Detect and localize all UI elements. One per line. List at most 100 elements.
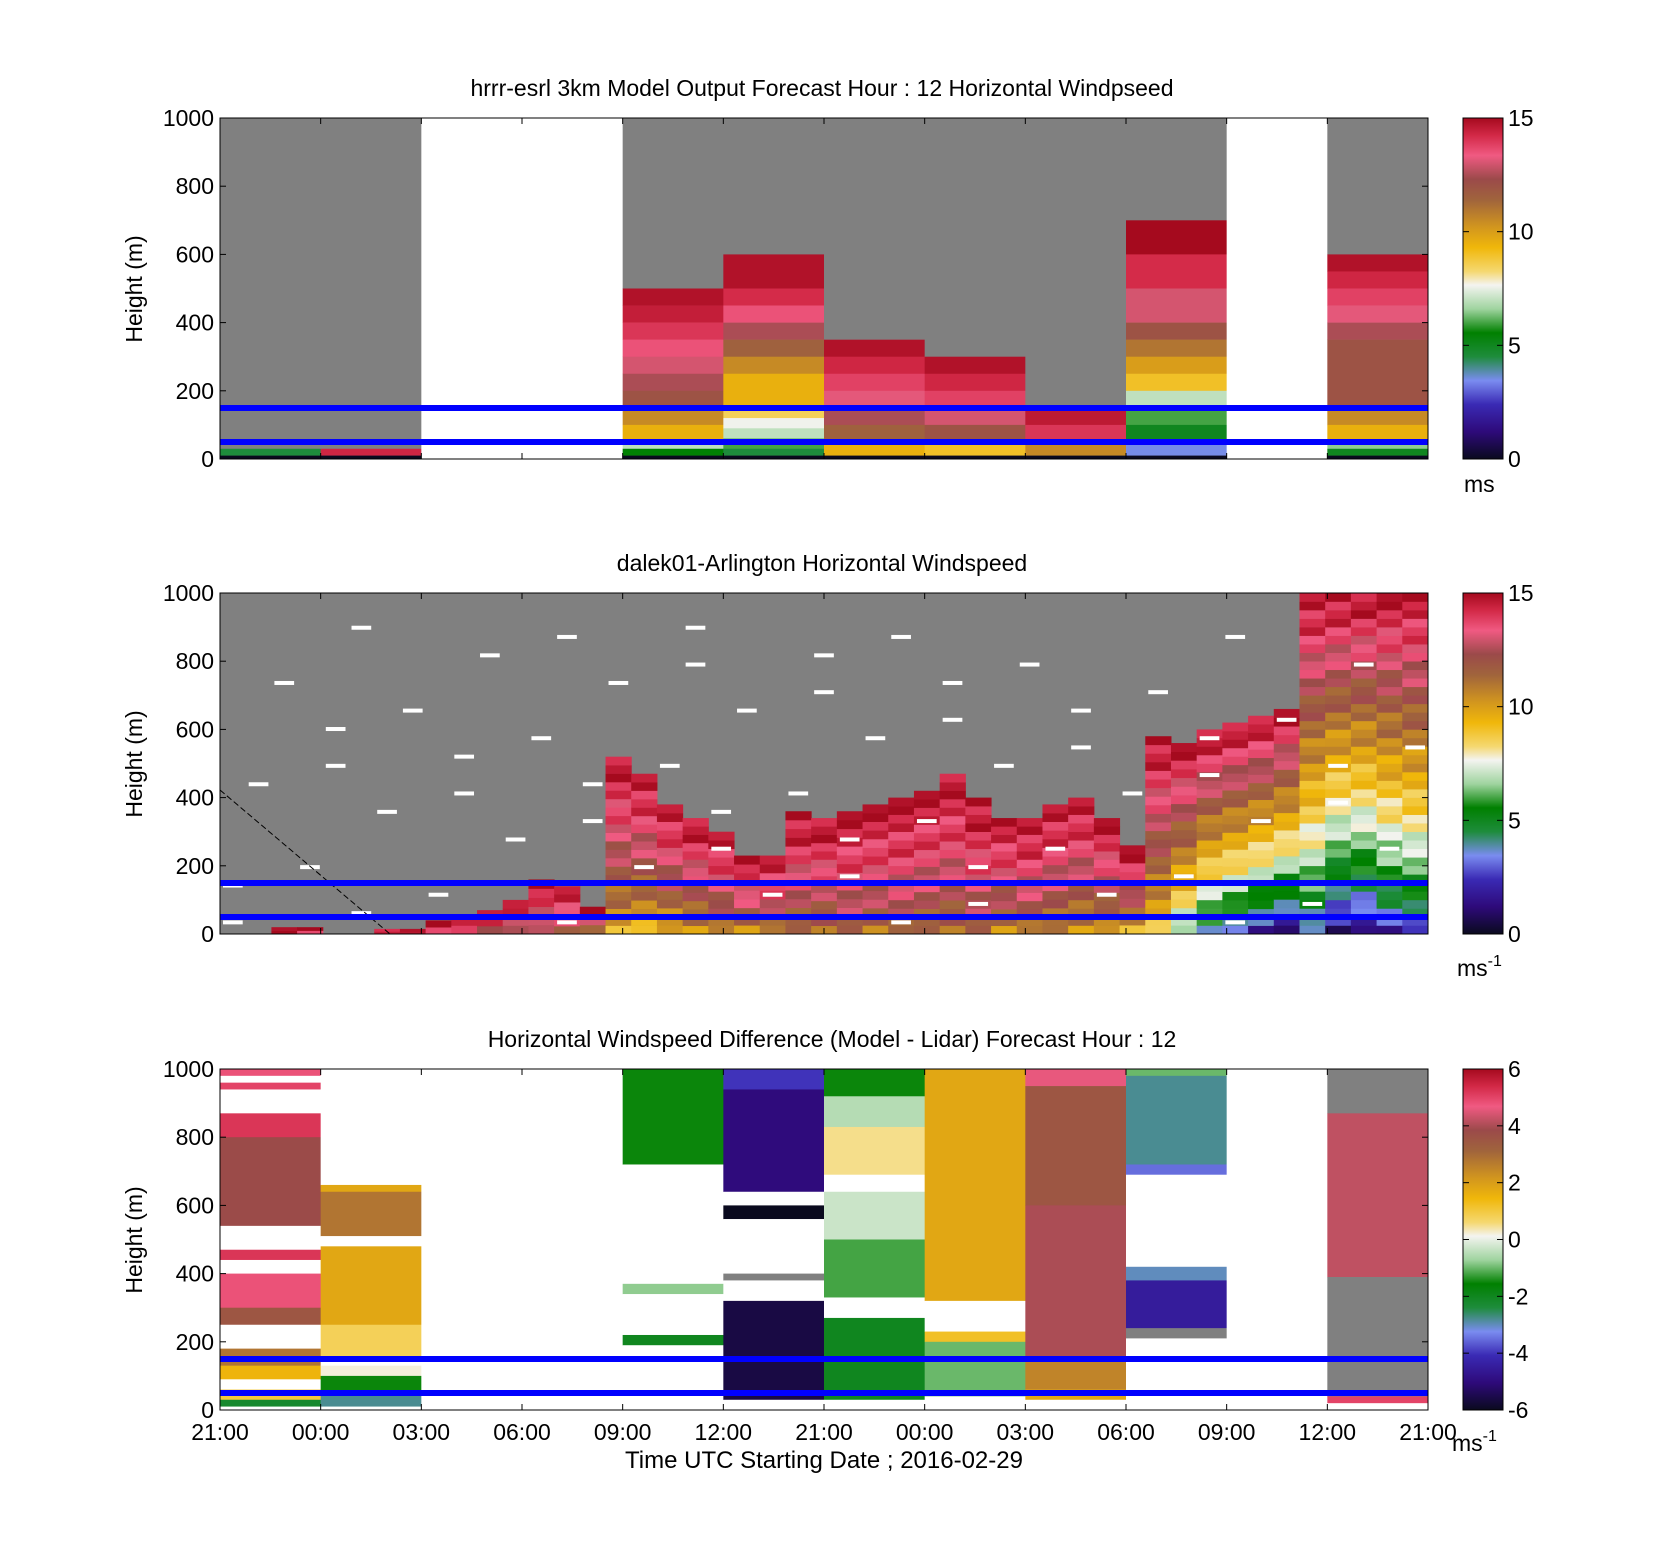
heatmap-cell [320,1236,422,1247]
heatmap-cell [924,455,1026,460]
heatmap-cell [1299,644,1326,653]
heatmap-cell [1016,842,1043,852]
heatmap-cell [811,900,838,910]
heatmap-cell [1248,850,1275,859]
heatmap-cell [605,790,632,800]
panel-lidar-colorbar-unit: ms-1 [1457,953,1502,981]
heatmap-cell [1248,892,1275,901]
lidar-gap-mark [1173,874,1194,879]
heatmap-cell [1376,737,1403,747]
heatmap-cell [1376,925,1403,935]
heatmap-cell [1325,772,1352,781]
heatmap-cell [1402,610,1429,619]
lidar-gap-mark [1225,920,1246,925]
y-tick-label: 200 [176,1329,214,1355]
y-tick-label: 400 [176,310,214,336]
heatmap-cell [1402,916,1429,926]
heatmap-cell [888,831,915,841]
heatmap-cell [811,917,838,927]
heatmap-cell [811,909,838,918]
heatmap-cell [425,927,452,935]
heatmap-cell [924,118,1026,357]
heatmap-cell [1327,288,1429,306]
panel-lidar-x-ticks [219,593,1429,934]
heatmap-cell [1273,821,1300,831]
heatmap-cell [220,448,322,456]
lidar-gap-mark [505,837,526,842]
lidar-gap-mark [608,680,629,685]
heatmap-cell [1325,865,1352,875]
heatmap-cell [554,894,581,903]
heatmap-cell [622,1345,724,1411]
heatmap-cell [1350,720,1378,730]
heatmap-cell [605,815,632,825]
heatmap-cell [913,832,941,842]
heatmap-cell [320,1324,422,1360]
heatmap-cell [1196,823,1223,832]
heatmap-cell [888,848,915,858]
heatmap-cell [1402,831,1429,841]
heatmap-cell [862,864,889,874]
heatmap-cell [991,826,1018,835]
colorbar-tick-label: 2 [1508,1170,1521,1196]
heatmap-cell [1350,669,1378,679]
heatmap-cell [811,834,838,844]
heatmap-cell [1222,764,1249,774]
x-tick-label: 00:00 [292,1419,350,1445]
heatmap-cell [1325,720,1352,730]
heatmap-cell [913,908,941,918]
heatmap-cell [1402,891,1429,901]
heatmap-cell [1402,763,1429,773]
heatmap-cell [1350,780,1378,790]
lidar-gap-mark [634,865,654,870]
heatmap-cell [1376,789,1403,798]
lidar-gap-mark [351,625,372,630]
heatmap-cell [1093,867,1121,877]
heatmap-cell [622,1334,724,1346]
heatmap-cell [1170,890,1198,900]
heatmap-cell [622,288,724,306]
heatmap-cell [1350,882,1378,892]
heatmap-cell [759,899,786,909]
heatmap-cell [220,1137,322,1227]
heatmap-cell [1093,842,1121,852]
heatmap-cell [1402,661,1429,671]
heatmap-cell [991,909,1018,918]
heatmap-cell [1402,644,1429,653]
heatmap-cell [862,830,889,840]
heatmap-cell [1248,883,1275,893]
heatmap-cell [605,866,632,876]
heatmap-cell [1222,849,1249,859]
panel-model-colorbar-unit: ms [1464,471,1495,497]
heatmap-cell [1402,772,1429,781]
heatmap-cell [836,898,864,908]
heatmap-cell [1350,678,1378,688]
heatmap-cell [1222,891,1249,901]
heatmap-cell [1273,856,1300,866]
heatmap-cell [1376,746,1403,756]
heatmap-cell [913,866,941,876]
heatmap-cell [991,851,1018,860]
heatmap-cell [1068,899,1095,909]
heatmap-cell [723,455,825,460]
heatmap-cell [1376,848,1403,858]
panel-model-colorbar-ticks: 0 5 10 15 [1463,105,1534,472]
heatmap-cell [656,890,684,900]
heatmap-cell [1170,777,1198,787]
heatmap-cell [939,841,966,850]
lidar-gap-mark [1199,773,1220,778]
heatmap-cell [1126,339,1228,357]
heatmap-cell [220,1399,322,1407]
x-tick-label: 12:00 [695,1419,753,1445]
heatmap-cell [1350,652,1378,662]
heatmap-cell [631,773,658,783]
heatmap-cell [1299,823,1326,832]
heatmap-cell [1402,729,1429,739]
heatmap-cell [1170,786,1198,796]
heatmap-cell [1299,686,1326,696]
heatmap-cell [1248,858,1275,868]
heatmap-cell [1376,627,1403,636]
lidar-gap-mark [325,763,346,768]
colorbar-tick-label: 5 [1508,807,1521,833]
heatmap-cell [1299,857,1326,867]
